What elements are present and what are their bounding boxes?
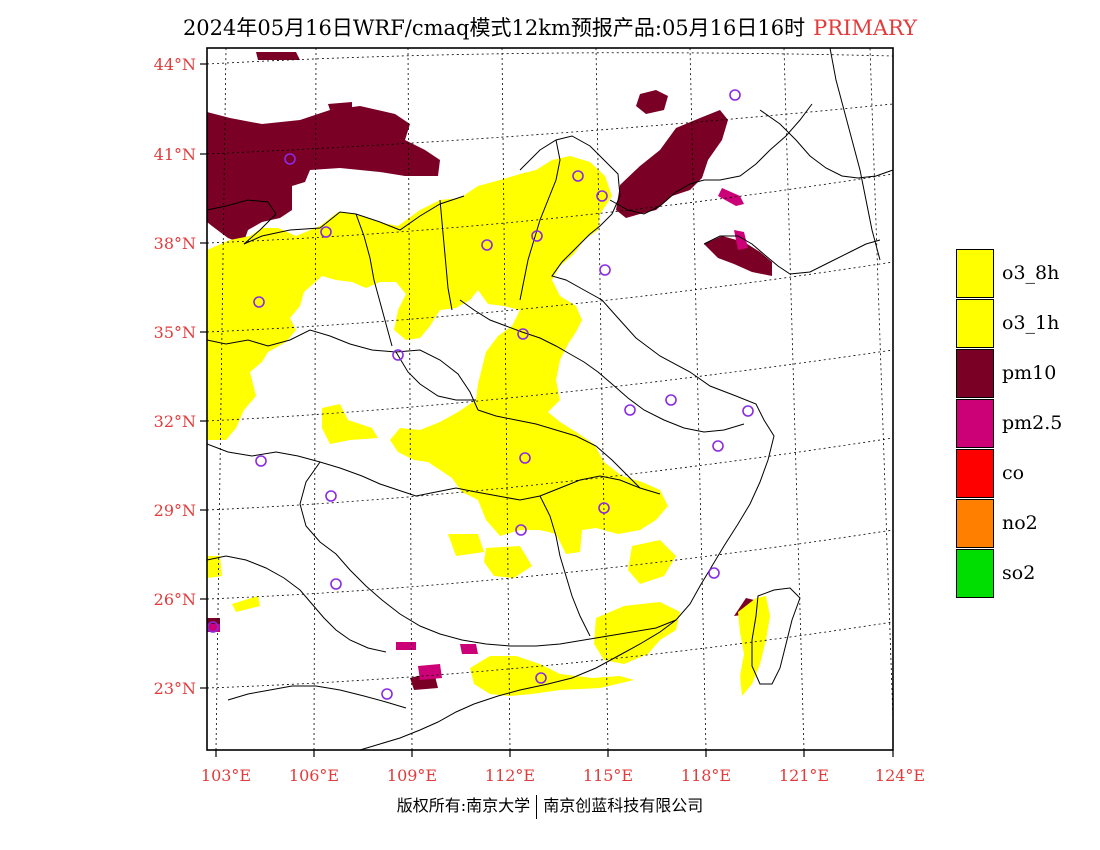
copyright: 版权所有:南京大学 南京创蓝科技有限公司 — [0, 792, 1100, 819]
lat-label: 23°N — [153, 679, 196, 698]
station-marker — [742, 405, 754, 417]
legend-swatch — [956, 299, 994, 348]
primary-tag: PRIMARY — [813, 16, 918, 40]
lat-label: 41°N — [153, 145, 196, 164]
o3-region-hubei-west — [322, 404, 378, 444]
legend-swatch — [956, 249, 994, 298]
station-marker — [481, 239, 493, 251]
legend-label: co — [1002, 462, 1025, 484]
station-marker — [535, 672, 547, 684]
legend-item-o3-8h: o3_8h — [956, 249, 1096, 299]
o3-region-west-small — [207, 556, 222, 578]
o3-region-west-dots — [232, 596, 260, 612]
station-marker — [253, 296, 265, 308]
legend-label: pm10 — [1002, 362, 1057, 384]
station-marker — [665, 394, 677, 406]
lon-label: 112°E — [484, 766, 536, 785]
o3-region-jiangxi — [628, 540, 676, 584]
legend-swatch — [956, 399, 994, 448]
legend-swatch — [956, 449, 994, 498]
lon-label: 103°E — [200, 766, 252, 785]
map-title: 2024年05月16日WRF/cmaq模式12km预报产品:05月16日16时 P… — [0, 12, 1100, 42]
o3-region-north-central — [207, 156, 668, 554]
station-marker — [284, 153, 296, 165]
station-marker — [207, 621, 219, 633]
o3-region-taiwan — [738, 596, 770, 696]
lon-label: 109°E — [386, 766, 438, 785]
stations — [207, 89, 754, 700]
o3-region-guangdong — [594, 602, 680, 664]
pm10-region-top2 — [328, 102, 352, 110]
o3-region-south-coast — [470, 656, 634, 696]
lon-label: 121°E — [778, 766, 830, 785]
lat-label: 32°N — [153, 412, 196, 431]
pm10-region-top — [256, 52, 300, 60]
station-marker — [519, 452, 531, 464]
copyright-separator — [536, 794, 538, 819]
graticule — [207, 48, 893, 750]
lon-label: 115°E — [582, 766, 634, 785]
legend-item-pm25: pm2.5 — [956, 399, 1096, 449]
legend-item-no2: no2 — [956, 499, 1096, 549]
pm25-region-guangxi2 — [396, 642, 416, 650]
pm25-region-ne — [718, 188, 744, 206]
lon-label: 118°E — [680, 766, 732, 785]
pm25-region-bohai — [734, 230, 748, 250]
station-marker — [596, 190, 608, 202]
pm25-region-guangxi3 — [460, 644, 478, 654]
pm10-region-bohai — [704, 236, 772, 276]
station-marker — [320, 226, 332, 238]
station-marker — [531, 230, 543, 242]
pm25-region-guangxi — [418, 664, 442, 680]
lat-label: 29°N — [153, 501, 196, 520]
station-marker — [381, 688, 393, 700]
station-marker — [598, 502, 610, 514]
legend-label: no2 — [1002, 512, 1038, 534]
station-marker — [255, 455, 267, 467]
station-marker — [517, 328, 529, 340]
legend-swatch — [956, 499, 994, 548]
legend-swatch — [956, 549, 994, 598]
legend-item-o3-1h: o3_1h — [956, 299, 1096, 349]
station-marker — [515, 524, 527, 536]
station-marker — [330, 578, 342, 590]
legend-swatch — [956, 349, 994, 398]
station-marker — [325, 490, 337, 502]
station-marker — [624, 404, 636, 416]
legend-label: o3_1h — [1002, 312, 1060, 334]
o3-region-hunan — [484, 546, 532, 578]
station-marker — [729, 89, 741, 101]
legend-item-so2: so2 — [956, 549, 1096, 599]
copyright-left: 版权所有:南京大学 — [396, 796, 531, 815]
axis-ticks — [200, 63, 894, 757]
lat-label: 35°N — [153, 323, 196, 342]
lat-label: 44°N — [153, 55, 196, 74]
station-marker — [392, 349, 404, 361]
legend-label: so2 — [1002, 562, 1036, 584]
pm10-region-ne-small — [636, 90, 668, 114]
legend-label: pm2.5 — [1002, 412, 1063, 434]
lon-label: 106°E — [288, 766, 340, 785]
legend-label: o3_8h — [1002, 262, 1060, 284]
o3-region-hunan2 — [448, 534, 484, 556]
lon-label: 124°E — [874, 766, 926, 785]
copyright-right: 南京创蓝科技有限公司 — [543, 796, 704, 815]
station-marker — [712, 440, 724, 452]
boundary-lines — [207, 48, 893, 750]
station-marker — [572, 170, 584, 182]
pm10-region-northeast — [616, 110, 728, 218]
station-marker — [599, 264, 611, 276]
pollutant-layer — [207, 52, 772, 696]
title-text: 2024年05月16日WRF/cmaq模式12km预报产品:05月16日16时 — [182, 16, 806, 40]
lat-label: 26°N — [153, 590, 196, 609]
legend-item-pm10: pm10 — [956, 349, 1096, 399]
legend-item-co: co — [956, 449, 1096, 499]
lat-label: 38°N — [153, 234, 196, 253]
map-frame — [206, 47, 894, 751]
pm10-region-northwest — [207, 106, 440, 244]
station-marker — [708, 567, 720, 579]
